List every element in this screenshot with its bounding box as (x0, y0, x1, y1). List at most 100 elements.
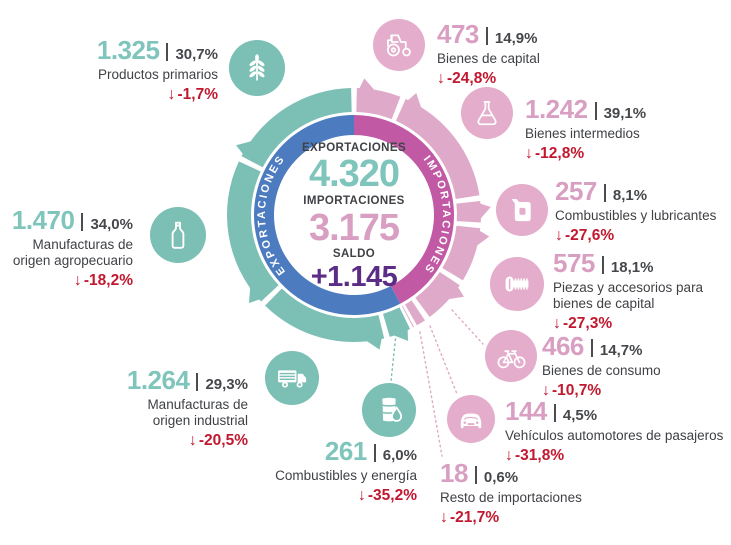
petal-export-2-tip (248, 283, 263, 303)
divider (166, 43, 169, 61)
petal-import-4 (415, 272, 460, 317)
petal-import-3-tip (473, 229, 490, 249)
petal-import-2 (456, 200, 482, 223)
down-arrow-icon: ↓ (553, 314, 561, 332)
change: ↓ -12,8% (525, 145, 585, 163)
center-summary: EXPORTACIONES 4.320 IMPORTACIONES 3.175 … (274, 141, 434, 293)
change: ↓ -20,5% (188, 431, 248, 449)
change: ↓ -24,8% (437, 70, 497, 88)
divider (81, 213, 84, 231)
petal-ring (226, 78, 491, 350)
petal-export-0-tip (389, 326, 408, 341)
share: 8,1% (612, 187, 648, 204)
value: 466 (542, 331, 584, 361)
callout-combustibles-energia: 261 6,0% Combustibles y energía ↓ -35,2% (267, 436, 417, 505)
change: ↓ -18,2% (73, 271, 133, 289)
category-name: Vehículos automotores de pasajeros (505, 428, 724, 444)
exports-inner-arc (253, 115, 401, 315)
callout-resto-importaciones: 18 0,6% Resto de importaciones ↓ -21,7% (440, 458, 630, 527)
change: ↓ -27,3% (553, 314, 613, 332)
down-arrow-icon: ↓ (440, 509, 448, 527)
value: 1.242 (525, 94, 588, 124)
down-arrow-icon: ↓ (188, 431, 197, 449)
share: 14,7% (599, 342, 643, 359)
change: ↓ -27,6% (555, 227, 615, 245)
petal-export-1-tip (363, 335, 383, 350)
bottle-icon (150, 207, 206, 263)
petal-import-3 (442, 225, 481, 281)
category-name: Productos primarios (97, 67, 218, 83)
category-name: Manufacturas de origen agropecuario (12, 237, 133, 269)
value: 1.264 (126, 365, 190, 395)
divider (196, 373, 199, 391)
down-arrow-icon: ↓ (357, 487, 366, 505)
category-name: Combustibles y lubricantes (555, 208, 717, 224)
change: ↓ -10,7% (542, 382, 602, 400)
down-arrow-icon: ↓ (167, 86, 176, 104)
share: 29,3% (205, 376, 248, 393)
balance-label: SALDO (332, 248, 376, 261)
callout-manufacturas-agropecuario: 1.470 34,0% Manufacturas de origen agrope… (8, 205, 133, 290)
share: 39,1% (603, 105, 647, 122)
down-arrow-icon: ↓ (73, 271, 82, 289)
divider (485, 27, 488, 45)
callout-manufacturas-industrial: 1.264 29,3% Manufacturas de origen indust… (118, 365, 248, 450)
down-arrow-icon: ↓ (555, 227, 563, 245)
imports-label: IMPORTACIONES (303, 195, 405, 208)
car-icon (447, 395, 495, 443)
divider (474, 466, 477, 484)
down-arrow-icon: ↓ (437, 70, 445, 88)
divider (594, 102, 597, 120)
value: 1.470 (11, 205, 75, 235)
share: 30,7% (175, 46, 218, 63)
divider (553, 404, 556, 422)
petal-import-6 (401, 305, 414, 328)
imports-total: 3.175 (308, 206, 400, 249)
petal-import-2-tip (477, 202, 491, 222)
category-name: Combustibles y energía (275, 468, 417, 484)
share: 18,1% (610, 259, 654, 276)
value: 575 (553, 248, 595, 278)
divider (590, 339, 593, 357)
share: 6,0% (382, 447, 417, 464)
share: 4,5% (562, 407, 598, 424)
callout-vehiculos-pasajeros: 144 4,5% Vehículos automotores de pasajer… (505, 396, 730, 465)
petal-export-3-tip (236, 140, 256, 157)
callout-bienes-intermedios: 1.242 39,1% Bienes intermedios ↓ -12,8% (525, 94, 715, 163)
value: 1.325 (96, 35, 160, 65)
bicycle-icon (485, 330, 537, 382)
exports-total: 4.320 (308, 153, 400, 196)
change: ↓ -1,7% (167, 86, 219, 104)
imports-inner-arc (354, 115, 454, 304)
exports-label: EXPORTACIONES (301, 142, 407, 154)
value: 18 (440, 458, 468, 488)
category-name: Bienes de capital (437, 51, 540, 67)
tractor-icon (373, 19, 425, 71)
callout-piezas-accesorios: 575 18,1% Piezas y accesorios para bienes… (553, 248, 723, 333)
balance-value: +1.145 (310, 260, 398, 293)
value: 261 (324, 436, 367, 466)
change: ↓ -21,7% (440, 509, 500, 527)
petal-import-5 (405, 300, 425, 326)
category-name: Piezas y accesorios para bienes de capit… (553, 280, 704, 312)
category-name: Bienes de consumo (542, 363, 661, 379)
petal-import-4-tip (444, 284, 464, 300)
connector-line-consumo (451, 309, 484, 345)
share: 34,0% (90, 216, 133, 233)
flask-icon (461, 87, 513, 139)
connector-line-vehiculos (429, 325, 458, 395)
divider (601, 256, 604, 274)
petal-export-3 (241, 88, 352, 168)
petal-import-1-tip (405, 92, 423, 112)
callout-bienes-capital: 473 14,9% Bienes de capital ↓ -24,8% (437, 19, 627, 88)
petal-export-1 (265, 288, 385, 342)
down-arrow-icon: ↓ (525, 145, 533, 163)
divider (603, 184, 606, 202)
screw-icon (490, 257, 544, 311)
jerrycan-icon (496, 184, 548, 236)
down-arrow-icon: ↓ (505, 447, 513, 465)
share: 14,9% (494, 30, 538, 47)
category-name: Bienes intermedios (525, 126, 640, 142)
petal-import-1 (395, 99, 480, 199)
